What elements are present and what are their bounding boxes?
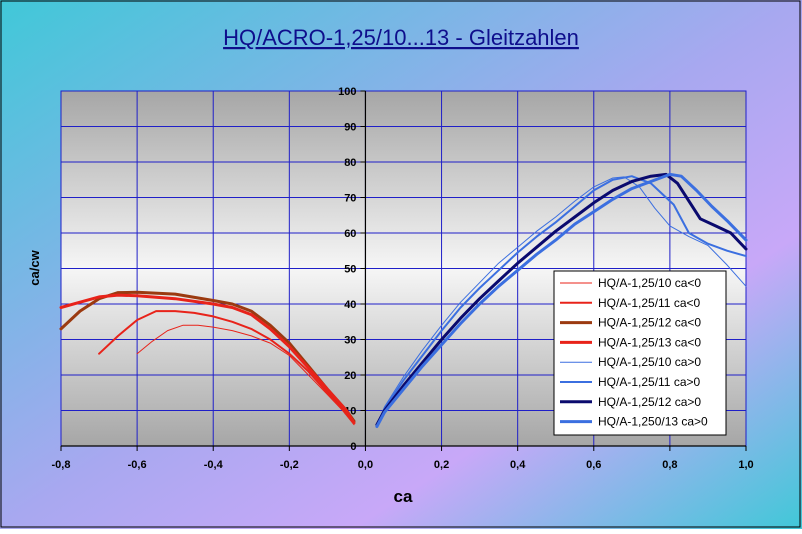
x-tick-label: 0,6 [586,459,601,471]
legend-item-label: HQ/A-1,25/13 ca<0 [598,335,701,349]
legend-item-label: HQ/A-1,25/10 ca>0 [598,355,701,369]
x-tick-label: -0,4 [204,459,224,471]
legend-item-label: HQ/A-1,25/12 ca>0 [598,395,701,409]
y-axis-label: ca/cw [27,249,42,285]
x-tick-label: 0,8 [662,459,677,471]
axes: -0,8 -0,6 -0,4 -0,2 0,0 0,2 0,4 0,6 0,8 1,0010203… [52,86,754,471]
y-tick-label: 40 [344,299,356,311]
y-tick-label: 60 [344,228,356,240]
series-line-1 [136,324,355,426]
chart-title: HQ/ACRO-1,25/10...13 - Gleitzahlen [223,25,579,50]
legend-item-label: HQ/A-1,25/11 ca<0 [598,296,700,310]
x-axis-label: ca [394,487,413,506]
x-tick-label: -0,6 [128,459,147,471]
legend-box [553,270,727,436]
x-tick-label: 1,0 [738,459,753,471]
legend-item-label: HQ/A-1,25/11 ca>0 [598,375,700,389]
legend-item-label: HQ/A-1,250/13 ca>0 [598,415,708,429]
x-tick-label: -0,8 [52,459,71,471]
y-tick-label: 20 [344,370,356,382]
series-line-6 [375,175,747,426]
y-tick-label: 70 [344,193,356,205]
series-lines [59,172,748,428]
y-tick-label: 90 [344,122,356,134]
series-line-2 [98,310,355,424]
y-tick-label: 30 [344,335,356,347]
x-tick-label: 0,4 [510,459,526,471]
legend-item-label: HQ/A-1,25/12 ca<0 [598,316,701,330]
x-tick-label: 0,2 [434,459,449,471]
series-line-8 [375,172,748,428]
y-tick-label: 80 [344,157,356,169]
series-line-5 [376,176,747,426]
y-tick-label: 100 [338,86,356,98]
y-tick-label: 0 [350,441,356,453]
legend-item-label: HQ/A-1,25/10 ca<0 [598,276,701,290]
y-tick-label: 50 [344,264,356,276]
x-tick-label: -0,2 [280,459,299,471]
series-line-7 [375,172,748,427]
legend: HQ/A-1,25/10 ca<0 HQ/A-1,25/11 ca<0 HQ/A-1… [553,270,727,436]
x-tick-label: 0,0 [358,459,373,471]
series-line-4 [59,293,356,425]
